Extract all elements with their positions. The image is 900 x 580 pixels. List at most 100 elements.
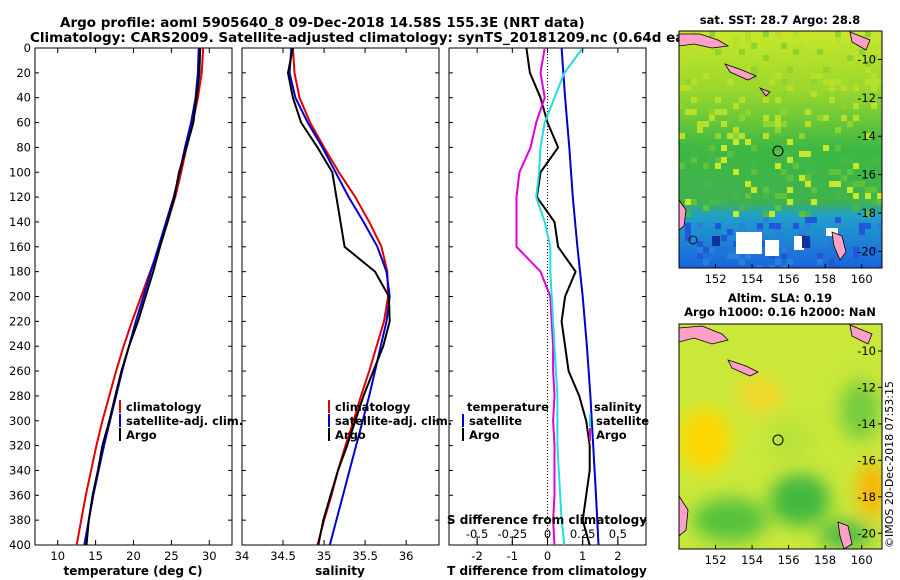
sst-pixel xyxy=(871,85,877,91)
land-new-caledonia xyxy=(831,231,847,261)
sst-pixel xyxy=(865,133,871,139)
map-y-tick-label: -14 xyxy=(857,417,876,431)
sst-pixel xyxy=(805,109,811,115)
sst-pixel xyxy=(835,217,841,223)
sst-pixel xyxy=(703,163,709,169)
sst-pixel xyxy=(853,55,859,61)
sst-pixel xyxy=(757,265,763,268)
sst-pixel xyxy=(769,265,775,268)
sst-pixel xyxy=(715,97,721,103)
sst-pixel xyxy=(871,73,877,79)
sst-pixel xyxy=(727,151,733,157)
series-line-argo xyxy=(287,48,391,545)
temperature-legend: climatology satellite-adj. clim. Argo xyxy=(119,400,243,442)
sst-pixel xyxy=(739,97,745,103)
sst-pixel xyxy=(793,49,799,55)
depth-tick-label: 200 xyxy=(9,290,31,304)
map-y-tick-label: -12 xyxy=(857,380,876,394)
land-australia xyxy=(679,495,689,537)
land-solomons xyxy=(849,31,871,51)
sst-pixel xyxy=(865,187,871,193)
sst-pixel xyxy=(751,43,757,49)
map-y-tick-label: -16 xyxy=(857,168,876,182)
sst-pixel xyxy=(811,169,817,175)
sst-pixel xyxy=(721,109,727,115)
sst-pixel xyxy=(835,127,841,133)
top-axis-tick-label: -0.5 xyxy=(466,527,488,541)
salinity-series xyxy=(287,48,391,545)
sst-pixel xyxy=(685,223,691,229)
difference-top-axis: -0.5 -0.25 0 0.25 0.5 xyxy=(466,527,627,545)
depth-tick-label: 40 xyxy=(16,91,31,105)
sst-pixel xyxy=(835,169,841,175)
sst-pixel xyxy=(775,223,781,229)
sst-pixel xyxy=(781,79,787,85)
land-australia xyxy=(679,199,687,231)
map-x-tick-label: 152 xyxy=(705,272,727,286)
series-line-argo xyxy=(85,48,202,545)
sst-pixel xyxy=(679,103,685,109)
legend-climatology: climatology xyxy=(126,400,202,414)
temperature-panel xyxy=(34,47,233,546)
sst-pixel xyxy=(853,139,859,145)
sst-pixel xyxy=(805,181,811,187)
sst-pixel xyxy=(763,133,769,139)
sst-pixel xyxy=(715,163,721,169)
sst-pixel xyxy=(733,211,739,217)
sst-map-axes: 152 154 156 158 160 -10 -12 -14 -16 -18 -20 xyxy=(705,52,882,286)
sst-pixel xyxy=(811,199,817,205)
map-y-tick-label: -18 xyxy=(857,490,876,504)
sst-pixel xyxy=(709,151,715,157)
sst-pixel xyxy=(823,115,829,121)
sst-pixel xyxy=(781,121,787,127)
sst-pixel xyxy=(763,55,769,61)
sst-pixel xyxy=(811,91,817,97)
sst-pixel xyxy=(697,121,703,127)
sst-pixel xyxy=(769,121,775,127)
sst-pixel xyxy=(745,193,751,199)
sst-pixel xyxy=(685,199,691,205)
sst-pixel xyxy=(859,235,865,241)
sst-pixel xyxy=(751,163,757,169)
sst-pixel xyxy=(859,223,865,229)
sst-pixel xyxy=(751,187,757,193)
sst-pixel xyxy=(799,61,805,67)
sst-pixel xyxy=(817,253,823,259)
sst-pixel xyxy=(781,169,787,175)
sst-pixel xyxy=(805,217,811,223)
sst-pixel xyxy=(685,49,691,55)
sst-pixel xyxy=(865,175,871,181)
sst-pixel xyxy=(709,115,715,121)
sst-pixel xyxy=(835,139,841,145)
sst-pixel xyxy=(721,235,727,241)
sst-pixel xyxy=(871,55,877,61)
sst-pixel xyxy=(745,109,751,115)
sst-pixel xyxy=(685,43,691,49)
sst-pixel xyxy=(691,199,697,205)
depth-tick-label: 240 xyxy=(9,339,31,353)
depth-tick-label: 360 xyxy=(9,488,31,502)
temperature-xlabel: temperature (deg C) xyxy=(64,564,203,578)
sst-pixel xyxy=(841,235,847,241)
top-axis-tick-label: 0.25 xyxy=(570,527,596,541)
sst-pixel xyxy=(781,43,787,49)
sst-pixel xyxy=(781,91,787,97)
map-y-tick-label: -18 xyxy=(857,206,876,220)
sst-pixel xyxy=(787,175,793,181)
argo-location-marker xyxy=(772,434,784,446)
sst-pixel xyxy=(787,67,793,73)
sst-pixel xyxy=(715,49,721,55)
sst-pixel xyxy=(691,157,697,163)
sst-pixel xyxy=(859,229,865,235)
sst-pixel xyxy=(685,109,691,115)
sst-pixel xyxy=(751,67,757,73)
sst-pixel xyxy=(727,133,733,139)
legend-s-satellite: satellite xyxy=(596,414,649,428)
sst-pixel xyxy=(685,91,691,97)
sst-pixel xyxy=(775,259,781,265)
sst-pixel xyxy=(823,55,829,61)
sst-pixel xyxy=(877,79,882,85)
depth-tick-label: 300 xyxy=(9,414,31,428)
map-y-tick-label: -14 xyxy=(857,129,876,143)
